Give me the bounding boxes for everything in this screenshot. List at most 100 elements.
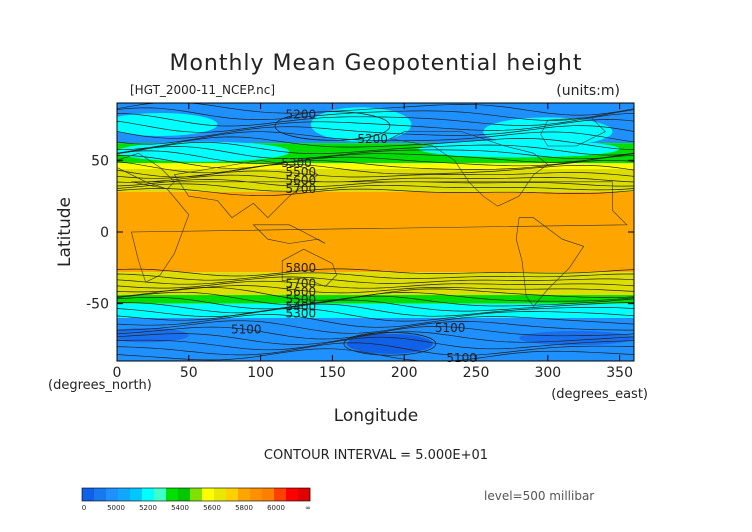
contour-label-11: 5300 xyxy=(286,307,317,321)
contour-line-33 xyxy=(117,336,634,351)
contour-line-29 xyxy=(117,314,634,328)
colorbar-swatch-13 xyxy=(238,488,251,501)
contour-label-2: 5300 xyxy=(281,156,312,170)
contour-line-11 xyxy=(117,159,634,174)
contour-interval-text: CONTOUR INTERVAL = 5.000E+01 xyxy=(264,448,488,463)
contour-label-9: 5500 xyxy=(286,292,317,306)
x-tick-label-7: 350 xyxy=(606,365,633,381)
colorbar-swatch-3 xyxy=(118,488,131,501)
colorbar-swatch-2 xyxy=(106,488,119,501)
x-tick-label-5: 250 xyxy=(463,365,490,381)
y-axis-label: Latitude xyxy=(55,197,75,267)
x-axis-label: Longitude xyxy=(334,406,419,426)
chart-title: Monthly Mean Geopotential height xyxy=(169,51,582,76)
level-label: level=500 millibar xyxy=(484,489,594,503)
contour-line-6 xyxy=(117,136,634,151)
coastline-1 xyxy=(131,181,628,283)
colorbar-label-4: 5600 xyxy=(203,504,221,512)
x-tick-label-2: 100 xyxy=(247,365,274,381)
fill-blob-0 xyxy=(117,113,218,136)
coastline-6 xyxy=(540,116,606,147)
contour-label-6: 5800 xyxy=(286,261,317,275)
contour-line-17 xyxy=(117,188,634,197)
coastlines xyxy=(117,116,628,307)
colorbar-label-2: 5200 xyxy=(139,504,157,512)
contour-line-20 xyxy=(117,276,634,285)
contour-line-26 xyxy=(117,299,634,314)
colorbar-swatch-16 xyxy=(274,488,287,501)
colorbar-swatch-17 xyxy=(286,488,299,501)
contour-label-12: 5100 xyxy=(231,322,262,336)
contour-label-13: 5100 xyxy=(435,321,466,335)
band-6 xyxy=(117,295,634,304)
colorbar-label-0: 0 xyxy=(82,504,86,512)
x-tick-label-1: 50 xyxy=(180,365,198,381)
contour-line-18 xyxy=(117,268,634,277)
contour-line-14 xyxy=(117,174,634,183)
contour-ring-north xyxy=(274,111,391,141)
fill-blob-3 xyxy=(117,141,290,162)
coastline-3 xyxy=(281,248,338,287)
contour-lines xyxy=(117,103,634,361)
contour-line-35 xyxy=(117,348,634,361)
contour-line-34 xyxy=(117,342,634,356)
x-tick-label-0: 0 xyxy=(113,365,122,381)
y-axis-ticks: 50 0 -50 xyxy=(86,153,634,313)
coastline-2 xyxy=(173,159,319,219)
fill-blob-6 xyxy=(117,328,189,343)
contour-line-7 xyxy=(117,141,634,156)
contour-line-19 xyxy=(117,272,634,281)
contour-ring-south xyxy=(343,331,437,356)
fill-blob-4 xyxy=(418,140,620,158)
contour-line-24 xyxy=(117,291,634,305)
colorbar-label-5: 5800 xyxy=(235,504,253,512)
colorbar-label-7: ∞ xyxy=(305,504,311,512)
fill-blob-5 xyxy=(346,333,433,354)
colorbar-swatch-18 xyxy=(298,488,311,501)
contour-line-25 xyxy=(117,295,634,310)
x-unit-label: (degrees_east) xyxy=(551,387,648,402)
colorbar-swatch-9 xyxy=(190,488,203,501)
contour-line-4 xyxy=(117,125,634,139)
contour-line-28 xyxy=(117,308,634,322)
contour-line-3 xyxy=(117,119,634,133)
coastline-7 xyxy=(252,224,326,244)
contour-label-0: 5200 xyxy=(286,107,317,121)
contour-line-5 xyxy=(117,131,634,145)
x-tick-label-6: 300 xyxy=(534,365,561,381)
chart-subtitle-left: [HGT_2000-11_NCEP.nc] xyxy=(130,83,275,97)
chart-subtitle-right: (units:m) xyxy=(556,83,620,99)
contour-label-3: 5500 xyxy=(286,165,317,179)
contour-line-16 xyxy=(117,183,634,192)
x-axis-ticks: 0 50 100 150 200 250 300 350 xyxy=(113,103,633,381)
coastline-5 xyxy=(515,217,585,307)
colorbar-swatch-4 xyxy=(130,488,143,501)
colorbar-swatch-6 xyxy=(154,488,167,501)
contour-line-27 xyxy=(117,303,634,317)
colorbar-label-1: 5000 xyxy=(107,504,125,512)
contour-line-30 xyxy=(117,320,634,334)
contour-line-0 xyxy=(117,103,634,116)
contour-label-4: 5600 xyxy=(286,173,317,187)
colorbar-swatch-10 xyxy=(202,488,215,501)
contour-label-10: 5400 xyxy=(286,300,317,314)
contour-label-7: 5700 xyxy=(286,277,317,291)
y-tick-label-1: 0 xyxy=(100,225,109,241)
colorbar-label-3: 5400 xyxy=(171,504,189,512)
colorbar-swatch-14 xyxy=(250,488,263,501)
colorbar-frame xyxy=(81,487,311,502)
contour-label-5: 5700 xyxy=(286,182,317,196)
y-unit-label: (degrees_north) xyxy=(48,378,152,393)
contour-line-21 xyxy=(117,280,634,289)
colorbar-swatch-1 xyxy=(94,488,107,501)
band-7 xyxy=(117,303,634,318)
contour-label-8: 5600 xyxy=(286,285,317,299)
colorbar-swatch-15 xyxy=(262,488,275,501)
colorbar-swatch-11 xyxy=(214,488,227,501)
coastline-4 xyxy=(388,131,549,207)
colorbar-swatch-7 xyxy=(166,488,179,501)
contour-line-2 xyxy=(117,113,634,127)
contour-label-14: 5100 xyxy=(446,351,477,365)
colorbar: 0 5000 5200 5400 5600 5800 6000 ∞ xyxy=(81,487,311,512)
